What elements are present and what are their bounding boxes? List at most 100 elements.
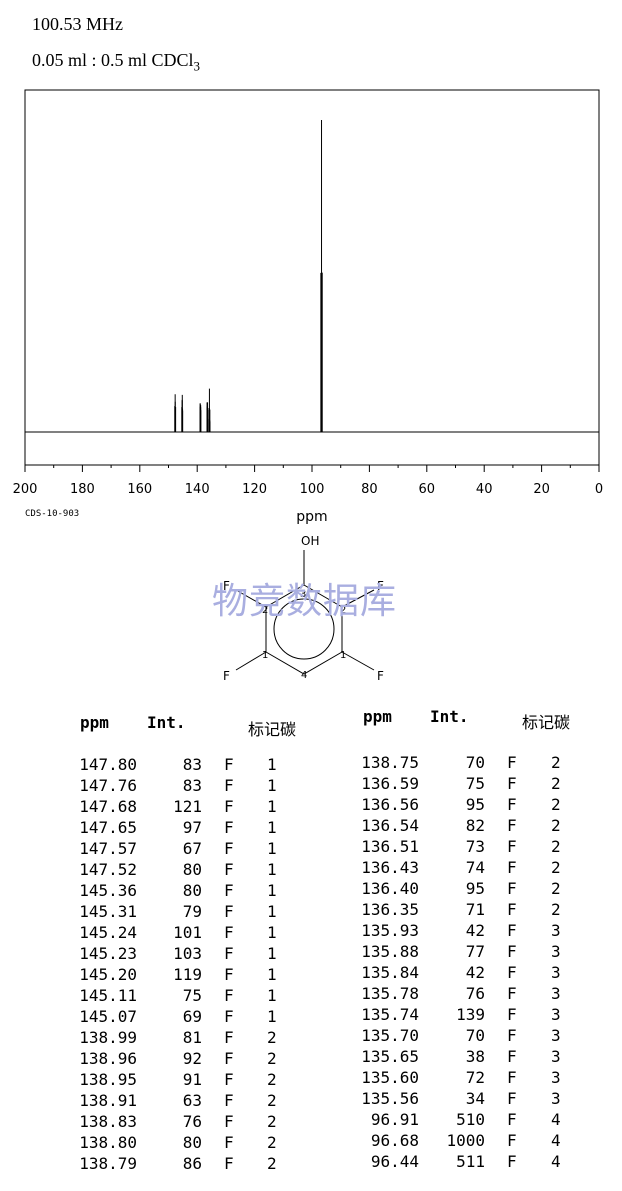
carbon-number-4: 4: [301, 670, 307, 681]
table-row: 147.52 80 F 1: [0, 860, 622, 881]
atom-cell: F: [224, 923, 234, 942]
header-ppm-left: ppm: [80, 713, 109, 732]
int-cell: 81: [182, 1028, 202, 1047]
table-row: 145.23 103 F 1: [0, 944, 622, 965]
carbon-cell: 1: [267, 818, 277, 837]
peak-sticks: [174, 120, 323, 432]
table-row: 145.11 75 F 1: [0, 986, 622, 1007]
ppm-cell: 145.11: [79, 986, 137, 1005]
sample-label: 0.05 ml : 0.5 ml CDCl3: [32, 50, 200, 75]
carbon-cell: 1: [267, 881, 277, 900]
ppm-cell: 138.83: [79, 1112, 137, 1131]
int-cell: 76: [182, 1112, 202, 1131]
ppm-cell: 135.70: [361, 1026, 419, 1045]
table-row: 138.80 80 F 2: [0, 1133, 622, 1154]
x-tick-label: 200: [13, 482, 38, 497]
carbon-cell: 2: [551, 837, 561, 856]
table-row: 145.31 79 F 1: [0, 902, 622, 923]
sample-subscript: 3: [193, 58, 201, 74]
int-cell: 80: [182, 881, 202, 900]
atom-cell: F: [224, 755, 234, 774]
ppm-cell: 147.68: [79, 797, 137, 816]
table-row: 136.54 82 F 2: [0, 816, 622, 837]
carbon-number-2-right: 2: [340, 605, 346, 616]
int-cell: 97: [182, 818, 202, 837]
carbon-cell: 3: [551, 1005, 561, 1024]
header-label-right: 标记碳: [522, 713, 571, 732]
atom-cell: F: [507, 816, 517, 835]
table-row: 136.35 71 F 2: [0, 900, 622, 921]
int-cell: 69: [182, 1007, 202, 1026]
carbon-cell: 2: [267, 1091, 277, 1110]
atom-cell: F: [224, 1007, 234, 1026]
carbon-cell: 3: [551, 1068, 561, 1087]
f-bond-left-bottom: [235, 651, 267, 671]
ppm-cell: 147.52: [79, 860, 137, 879]
table-row: 147.57 67 F 1: [0, 839, 622, 860]
f-bond-right-bottom: [341, 651, 375, 671]
ppm-cell: 138.99: [79, 1028, 137, 1047]
int-cell: 95: [465, 795, 485, 814]
carbon-cell: 1: [267, 839, 277, 858]
int-cell: 92: [182, 1049, 202, 1068]
x-tick-label: 120: [242, 482, 267, 497]
carbon-cell: 2: [267, 1154, 277, 1173]
atom-f-right-top: F: [377, 579, 384, 593]
table-row: 145.36 80 F 1: [0, 881, 622, 902]
x-tick-label: 20: [533, 482, 550, 497]
carbon-cell: 3: [551, 942, 561, 961]
ppm-cell: 145.20: [79, 965, 137, 984]
ppm-cell: 145.31: [79, 902, 137, 921]
int-cell: 82: [465, 816, 485, 835]
x-tick-label: 0: [595, 482, 603, 497]
ppm-cell: 96.91: [370, 1110, 419, 1129]
table-row: 136.51 73 F 2: [0, 837, 622, 858]
atom-cell: F: [224, 1133, 234, 1152]
int-cell: 103: [173, 944, 202, 963]
atom-cell: F: [507, 921, 517, 940]
int-cell: 75: [465, 774, 485, 793]
ppm-cell: 145.24: [79, 923, 137, 942]
ppm-cell: 96.68: [370, 1131, 419, 1150]
ppm-cell: 135.93: [361, 921, 419, 940]
table-row: 135.70 70 F 3: [0, 1026, 622, 1047]
int-cell: 75: [182, 986, 202, 1005]
f-bond-right-top: [341, 589, 375, 608]
ppm-cell: 145.36: [79, 881, 137, 900]
int-cell: 72: [465, 1068, 485, 1087]
ppm-cell: 138.80: [79, 1133, 137, 1152]
carbon-number-3: 3: [300, 589, 306, 600]
nmr-spectrum-chart: 200 180 160 140 120 100 80 60 40 20 0 ppm: [13, 89, 603, 525]
int-cell: 38: [465, 1047, 485, 1066]
molecule-structure: OH F F F F 3 2 2 1 1 4: [223, 534, 384, 683]
atom-cell: F: [224, 965, 234, 984]
table-row: 145.24 101 F 1: [0, 923, 622, 944]
x-tick-label: 100: [300, 482, 325, 497]
ppm-cell: 147.80: [79, 755, 137, 774]
carbon-cell: 2: [551, 879, 561, 898]
carbon-cell: 3: [551, 963, 561, 982]
table-row: 135.74 139 F 3: [0, 1005, 622, 1026]
int-cell: 74: [465, 858, 485, 877]
header-int-left: Int.: [147, 713, 186, 732]
atom-cell: F: [507, 858, 517, 877]
atom-cell: F: [224, 839, 234, 858]
x-tick-label: 80: [361, 482, 378, 497]
carbon-cell: 1: [267, 797, 277, 816]
carbon-number-1-left: 1: [262, 650, 268, 661]
atom-cell: F: [224, 902, 234, 921]
table-row: 135.88 77 F 3: [0, 942, 622, 963]
carbon-cell: 1: [267, 776, 277, 795]
carbon-cell: 2: [551, 795, 561, 814]
carbon-cell: 1: [267, 923, 277, 942]
int-cell: 34: [465, 1089, 485, 1108]
table-row: 136.43 74 F 2: [0, 858, 622, 879]
header-label-left: 标记碳: [248, 720, 297, 739]
table-row: 135.78 76 F 3: [0, 984, 622, 1005]
ppm-cell: 138.96: [79, 1049, 137, 1068]
int-cell: 83: [182, 776, 202, 795]
atom-cell: F: [507, 1047, 517, 1066]
table-row: 147.76 83 F 1: [0, 776, 622, 797]
carbon-cell: 1: [267, 1007, 277, 1026]
int-cell: 95: [465, 879, 485, 898]
